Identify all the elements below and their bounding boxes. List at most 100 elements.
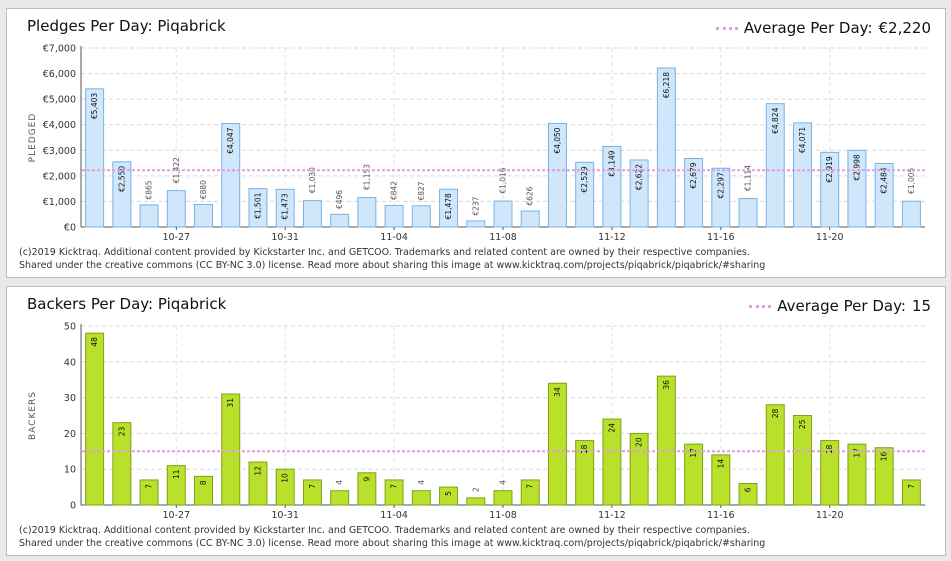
bar (194, 475, 214, 506)
bar-value-label: €4,824 (771, 107, 780, 133)
bar (112, 161, 132, 228)
y-tick-label: €0 (64, 223, 76, 234)
bar (357, 197, 377, 228)
y-axis-title: BACKERS (28, 391, 38, 440)
bar-value-label: €6,218 (662, 72, 671, 98)
bar-value-label: €4,071 (798, 127, 807, 153)
bar (85, 88, 105, 228)
bar-value-label: €2,679 (689, 162, 698, 188)
bar-value-label: €865 (145, 180, 154, 199)
bar (901, 200, 921, 228)
bar-value-label: 14 (716, 459, 725, 469)
bar-value-label: 25 (798, 419, 807, 429)
bar-value-label: €5,403 (90, 93, 99, 119)
bar-value-label: €1,501 (253, 192, 262, 218)
bar-value-label: 36 (662, 380, 671, 390)
x-tick-label: 10-27 (162, 232, 190, 243)
bar-value-label: €1,422 (172, 157, 181, 183)
bar (439, 188, 459, 228)
bar-value-label: €2,529 (580, 166, 589, 192)
bar-value-label: 6 (744, 487, 753, 492)
bar-value-label: 7 (907, 484, 916, 489)
bar (330, 490, 350, 506)
bar-value-label: €1,473 (281, 193, 290, 219)
pledges-chart: €0 €1,000 €2,000 €3,000 €4,000 €5,000 €6,000 €7… (28, 44, 925, 243)
backers-average-label: Average Per Day: (777, 297, 906, 315)
bar (684, 157, 704, 228)
bar-value-label: €2,484 (880, 167, 889, 193)
bar-value-label: 18 (825, 444, 834, 454)
pledges-average-legend: Average Per Day: €2,220 (715, 19, 932, 37)
y-tick-label: 10 (64, 465, 76, 476)
bar-value-label: €626 (526, 186, 535, 205)
average-line-swatch (715, 26, 738, 30)
bar (139, 204, 159, 228)
backers-average-legend: Average Per Day: 15 (749, 297, 931, 315)
bar-value-label: €2,622 (635, 164, 644, 190)
y-tick-label: €6,000 (43, 69, 76, 80)
bar-value-label: 10 (281, 473, 290, 483)
bar-value-label: €1,478 (444, 193, 453, 219)
x-tick-label: 11-08 (489, 232, 517, 243)
bar-value-label: 23 (117, 426, 126, 436)
credit-line-2: Shared under the creative commons (CC BY… (19, 260, 766, 271)
pledges-average-value: €2,220 (878, 19, 932, 37)
bar-value-label: €827 (417, 181, 426, 200)
credit-line-1: (c)2019 Kicktraq. Additional content pro… (19, 247, 750, 258)
x-tick-label: 11-16 (707, 510, 735, 521)
x-tick-label: 11-20 (816, 510, 844, 521)
x-tick-label: 11-12 (598, 510, 626, 521)
bar-value-label: €237 (471, 196, 480, 215)
bar-value-label: €1,005 (907, 167, 916, 193)
x-tick-label: 11-12 (598, 232, 626, 243)
backers-panel: 0 10 20 30 40 50 BACKERS 48 23 7 11 8 31 12 10 7 4 9 7 4 5 2 4… (6, 286, 946, 556)
bar (575, 161, 595, 228)
bar-value-label: 12 (253, 466, 262, 476)
backers-title: Backers Per Day: Piqabrick (27, 295, 227, 313)
y-tick-label: 20 (64, 429, 76, 440)
bar (384, 204, 404, 228)
bar-value-label: 11 (172, 469, 181, 479)
bar-value-label: €2,297 (716, 172, 725, 198)
bar-value-label: 28 (771, 409, 780, 419)
bar (330, 213, 350, 228)
credit-line-1: (c)2019 Kicktraq. Additional content pro… (19, 525, 750, 536)
bar-value-label: €4,050 (553, 127, 562, 153)
bar-value-label: €842 (390, 181, 399, 200)
y-tick-label: €4,000 (43, 120, 76, 131)
x-tick-label: 11-16 (707, 232, 735, 243)
bar-value-label: €1,016 (499, 167, 508, 193)
y-tick-label: 40 (64, 357, 76, 368)
bar-value-label: 7 (390, 484, 399, 489)
bar-value-label: 34 (553, 387, 562, 397)
x-tick-label: 11-08 (489, 510, 517, 521)
bar (439, 486, 459, 506)
bar-value-label: 17 (852, 448, 861, 458)
bar (302, 479, 322, 506)
bar-value-label: 9 (362, 477, 371, 482)
bar (411, 205, 431, 228)
bar-value-label: 4 (417, 480, 426, 485)
pledges-title: Pledges Per Day: Piqabrick (27, 17, 226, 35)
bar-value-label: €4,047 (226, 127, 235, 153)
x-tick-label: 11-04 (380, 232, 408, 243)
bar-value-label: 4 (499, 480, 508, 485)
bar (656, 67, 676, 228)
bar-value-label: €2,998 (852, 154, 861, 180)
bar-value-label: 17 (689, 448, 698, 458)
bar-value-label: €496 (335, 190, 344, 209)
bar (357, 472, 377, 506)
bar (792, 122, 812, 228)
y-tick-label: €3,000 (43, 146, 76, 157)
x-tick-label: 11-04 (380, 510, 408, 521)
bar (520, 210, 540, 228)
bar (112, 422, 132, 506)
backers-chart: 01020304050BACKERS4823711831121074974524… (28, 322, 925, 521)
bar-value-label: €2,550 (117, 166, 126, 192)
average-line-swatch (749, 304, 772, 308)
bar (684, 443, 704, 506)
x-tick-label: 10-27 (162, 510, 190, 521)
bar (139, 479, 159, 506)
pledges-credit: (c)2019 Kicktraq. Additional content pro… (19, 246, 765, 272)
y-tick-label: 0 (70, 501, 76, 512)
